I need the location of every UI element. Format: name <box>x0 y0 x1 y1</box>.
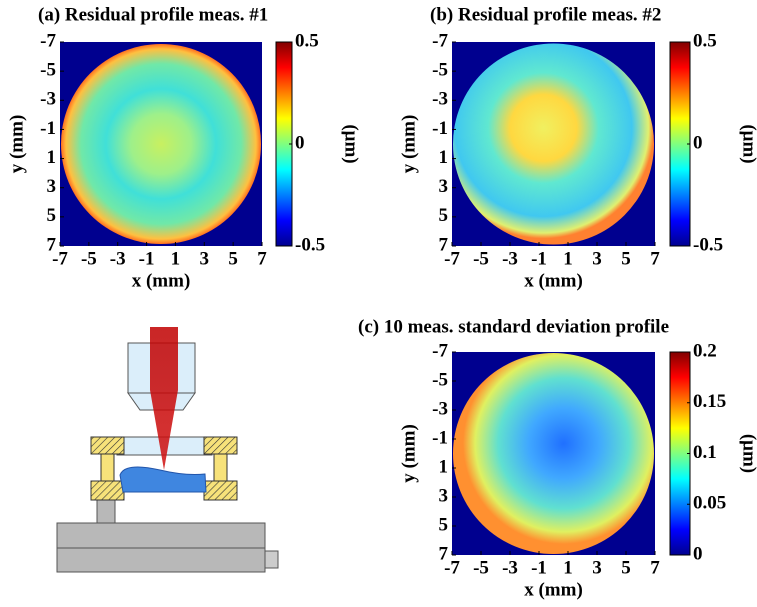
colorbar-tick-label: 0 <box>693 132 703 153</box>
colorbar-label: (μm) <box>739 124 757 163</box>
colorbar-tick-label: -0.5 <box>295 234 325 255</box>
x-tick-label: 1 <box>563 557 573 578</box>
x-tick-label: 3 <box>200 248 210 269</box>
y-tick-label: -7 <box>40 30 56 51</box>
y-tick-label: -1 <box>432 118 448 139</box>
heatmap-disc <box>453 43 654 245</box>
x-tick-label: -1 <box>531 557 547 578</box>
setup-diagram <box>56 327 279 573</box>
colorbar-tick-label: 0.5 <box>295 30 319 51</box>
x-tick-label: -7 <box>52 248 68 269</box>
x-axis-label: x (mm) <box>132 270 191 291</box>
y-tick-label: 3 <box>47 176 57 197</box>
x-tick-label: -5 <box>473 557 489 578</box>
colorbar-tick-label: 0.15 <box>693 391 726 412</box>
x-tick-label: 5 <box>621 557 631 578</box>
colorbar-tick-label: 0 <box>693 543 703 564</box>
y-tick-label: -5 <box>40 60 56 81</box>
y-tick-label: -7 <box>432 340 448 361</box>
y-axis-label: y (mm) <box>398 115 419 174</box>
panel-title: (c) 10 meas. standard deviation profile <box>358 316 669 337</box>
x-tick-label: -5 <box>81 248 97 269</box>
x-axis-label: x (mm) <box>524 579 583 600</box>
x-tick-label: 5 <box>621 248 631 269</box>
x-tick-label: -3 <box>110 248 126 269</box>
heatmap-disc <box>61 44 261 244</box>
y-tick-label: 3 <box>439 176 449 197</box>
colorbar-tick-label: -0.5 <box>693 234 723 255</box>
heatmap-disc <box>453 353 654 554</box>
y-tick-label: 7 <box>439 543 449 564</box>
x-tick-label: 3 <box>592 557 602 578</box>
colorbar-tick-label: 0.05 <box>693 493 726 514</box>
panel: (c) 10 meas. standard deviation profile -… <box>358 316 757 600</box>
y-tick-label: 7 <box>439 234 449 255</box>
x-tick-label: 3 <box>592 248 602 269</box>
colorbar-label: (μm) <box>739 434 757 473</box>
x-tick-label: 7 <box>257 248 267 269</box>
panel: (a) Residual profile meas. #1-7 -5 -3 -1 1 3 5… <box>6 4 361 291</box>
y-tick-label: 7 <box>47 234 57 255</box>
colorbar-tick-label: 0.2 <box>693 340 717 361</box>
x-tick-label: -1 <box>139 248 155 269</box>
x-tick-label: -5 <box>473 248 489 269</box>
panel-title: (b) Residual profile meas. #2 <box>430 4 661 25</box>
y-tick-label: 5 <box>439 205 449 226</box>
y-tick-label: -5 <box>432 60 448 81</box>
y-tick-label: 5 <box>439 514 449 535</box>
y-tick-label: 1 <box>439 147 449 168</box>
x-tick-label: 7 <box>650 557 660 578</box>
colorbar-tick-label: 0.5 <box>693 30 717 51</box>
y-tick-label: -1 <box>432 427 448 448</box>
x-tick-label: -3 <box>502 557 518 578</box>
x-tick-label: -7 <box>444 557 460 578</box>
y-tick-label: -7 <box>432 30 448 51</box>
colorbar-tick-label: 0.1 <box>693 442 717 463</box>
x-tick-label: 1 <box>563 248 573 269</box>
y-tick-label: -5 <box>432 369 448 390</box>
y-tick-label: -3 <box>432 398 448 419</box>
panel-title: (a) Residual profile meas. #1 <box>38 4 268 25</box>
y-tick-label: -1 <box>40 118 56 139</box>
y-axis-label: y (mm) <box>398 424 419 483</box>
y-tick-label: 1 <box>439 456 449 477</box>
y-axis-label: y (mm) <box>6 115 27 174</box>
x-tick-label: 7 <box>650 248 660 269</box>
x-axis-label: x (mm) <box>524 270 583 291</box>
x-tick-label: 5 <box>228 248 238 269</box>
y-tick-label: -3 <box>432 89 448 110</box>
colorbar-label: (μm) <box>341 124 362 163</box>
x-tick-label: -3 <box>502 248 518 269</box>
x-tick-label: -7 <box>444 248 460 269</box>
x-tick-label: 1 <box>171 248 181 269</box>
y-tick-label: 3 <box>439 485 449 506</box>
y-tick-label: -3 <box>40 89 56 110</box>
colorbar-tick-label: 0 <box>295 132 305 153</box>
x-tick-label: -1 <box>531 248 547 269</box>
y-tick-label: 5 <box>47 205 57 226</box>
y-tick-label: 1 <box>47 147 57 168</box>
panel: (b) Residual profile meas. #2-7 -5 -3 -1 1 3 5… <box>398 4 757 291</box>
